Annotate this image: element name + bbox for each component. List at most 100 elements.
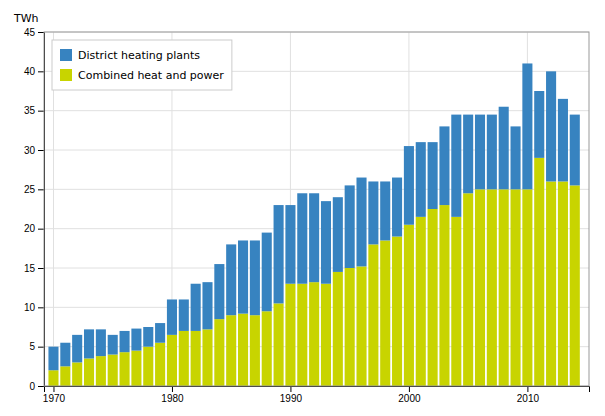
plot-area: 19701980199020002010051015202530354045Di… [24,27,590,404]
bar [368,244,378,386]
tick-mark [38,150,44,151]
bar [250,315,260,386]
bars [48,63,579,386]
tick: 40 [24,66,44,77]
bar [84,358,94,386]
bar [356,178,366,267]
tick: 5 [29,341,44,352]
tick-label: 5 [29,341,35,352]
bar [297,284,307,386]
bar [262,311,272,386]
bar [368,181,378,244]
bar [143,327,153,347]
bar [214,264,224,319]
tick-label: 1990 [280,393,303,404]
legend: District heating plantsCombined heat and… [52,40,232,90]
bar [96,356,106,386]
bar [570,115,580,186]
tick: 15 [24,263,44,274]
tick: 10 [24,302,44,313]
bar [333,197,343,272]
bar [475,115,485,190]
bar [155,323,165,343]
bar [297,193,307,283]
bar [285,284,295,386]
bar [72,335,82,363]
tick: 45 [24,27,44,38]
bar [120,352,130,386]
legend-swatch [60,69,72,81]
tick-mark [409,386,410,392]
bar [191,331,201,386]
tick-mark [38,71,44,72]
bar [416,142,426,217]
tick-label: 30 [24,145,36,156]
tick-mark [38,307,44,308]
bar [155,343,165,386]
bar [309,193,319,282]
bar [238,314,248,386]
bar [143,347,153,386]
bar [392,237,402,386]
bar [534,158,544,386]
bar [511,126,521,189]
bar [475,189,485,386]
tick-label: 20 [24,223,36,234]
grid [44,32,589,386]
bar [309,282,319,386]
tick-mark [53,386,54,392]
bar [226,315,236,386]
bar [404,146,414,225]
bar [179,299,189,330]
tick: 25 [24,184,44,195]
bar [250,240,260,315]
bar [558,181,568,386]
bar [333,272,343,386]
tick-label: 40 [24,66,36,77]
bar [404,225,414,386]
bar [345,268,355,386]
bar [179,331,189,386]
tick: 1970 [43,386,66,404]
legend-item: Combined heat and power [60,69,224,82]
tick-mark [38,347,44,348]
bar [558,99,568,182]
tick-mark [38,111,44,112]
tick-label: 25 [24,184,36,195]
bar [439,126,449,205]
bar [262,233,272,312]
bar [522,189,532,386]
tick-label: 35 [24,105,36,116]
bar [48,370,58,386]
tick: 20 [24,223,44,234]
bar [238,240,248,313]
bar [131,351,141,386]
bar [108,355,118,386]
plot-frame [44,32,589,386]
bar [499,189,509,386]
bar [511,189,521,386]
tick: 1980 [161,386,184,404]
bar [131,329,141,351]
bar [120,331,130,352]
bar [321,284,331,386]
legend-label: Combined heat and power [78,69,224,82]
tick-mark [38,32,44,33]
tick-label: 0 [29,381,35,392]
bar-series [48,63,579,370]
legend-box [52,40,232,90]
bar [487,189,497,386]
bar [167,335,177,386]
tick-mark [172,386,173,392]
x-axis: 19701980199020002010 [43,386,590,404]
bar [274,205,284,303]
y-axis-label: TWh [13,12,39,25]
bar [356,266,366,386]
bar [570,185,580,386]
tick-mark [38,229,44,230]
bar [84,329,94,358]
tick-label: 15 [24,263,36,274]
bar [487,115,497,190]
tick-label: 1970 [43,393,66,404]
tick-label: 45 [24,27,36,38]
